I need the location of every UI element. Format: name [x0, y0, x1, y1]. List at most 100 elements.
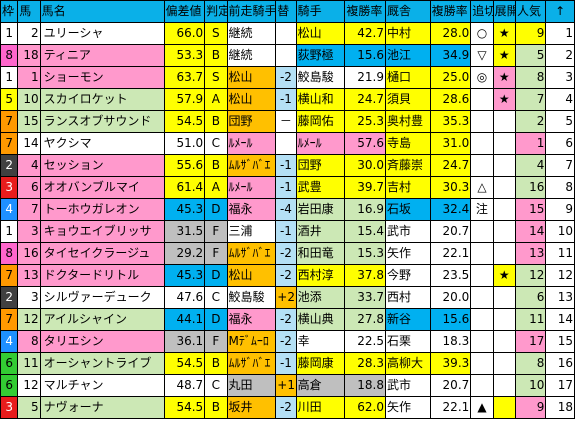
trainer-cell: 石坂	[384, 198, 431, 221]
trainer-cell: 池江	[384, 44, 431, 67]
prev-jockey-cell: ﾑﾙｻﾞﾊﾞｴ	[226, 352, 277, 375]
table-row[interactable]: 4 7 トーホウガレオン 45.3 D 福永 -4 岩田康 16.9 石坂 32.4 注 15 9	[0, 198, 575, 221]
grade-cell: F	[204, 242, 228, 265]
table-row[interactable]: 6 12 マルチャン 48.7 C 丸田 +1 高倉 18.8 武市 20.7 10 17	[0, 374, 575, 397]
table-row[interactable]: 3 6 オオバンブルマイ 61.4 A ﾙﾒｰﾙ -1 武豊 39.7 吉村 30.3 △ 16 8	[0, 176, 575, 199]
umaban-cell: 14	[17, 132, 41, 155]
header-prev-jockey[interactable]: 前走騎手	[226, 0, 277, 23]
prev-jockey-cell: 松山	[226, 66, 277, 89]
rank-cell: 4	[545, 88, 575, 111]
table-row[interactable]: 8 16 タイセイクラージュ 29.2 F ﾑﾙｻﾞﾊﾞｴ -2 和田竜 15.3 矢作 22.1 1…	[0, 242, 575, 265]
trainer-rate-cell: 15.6	[429, 308, 472, 331]
umaban-cell: 8	[17, 330, 41, 353]
umaban-cell: 1	[17, 66, 41, 89]
tenkai-cell	[492, 330, 516, 353]
table-row[interactable]: 4 8 タリエシン 36.1 F Mﾃﾞﾑｰﾛ -2 幸 22.5 石栗 18.3 17 15	[0, 330, 575, 353]
deviation-cell: 66.0	[163, 22, 206, 45]
waku-cell: 3	[0, 396, 19, 419]
table-row[interactable]: 1 3 キョウエイブリッサ 31.5 F 三浦 -1 酒井 15.4 武市 20.7 14 10	[0, 220, 575, 243]
table-row[interactable]: 7 13 ドクタードリトル 45.3 D 松山 -2 西村淳 37.8 今野 23.5 ★ 12 12	[0, 264, 575, 287]
horse-name-cell: ティニア	[39, 44, 165, 67]
ninki-cell: 7	[514, 88, 547, 111]
table-row[interactable]: 7 14 ヤクシマ 51.0 C ﾙﾒｰﾙ ﾙﾒｰﾙ 57.6 寺島 31.0 1 6	[0, 132, 575, 155]
change-cell	[275, 22, 297, 45]
deviation-cell: 57.9	[163, 88, 206, 111]
table-row[interactable]: 7 15 ランスオブサウンド 54.5 B 団野－藤岡佑 25.3 奥村豊 35.3 2 5	[0, 110, 575, 133]
table-row[interactable]: 1 1 ショーモン 63.7 S 松山 -2 鮫島駿 21.9 樋口 25.0 ◎ ★ 8 3	[0, 66, 575, 89]
ninki-cell: 13	[514, 242, 547, 265]
header-waku[interactable]: 枠	[0, 0, 19, 23]
table-row[interactable]: 1 2 ユリーシャ 66.0 S 継続 松山 42.7 中村 28.0 ○ ★ 9 1	[0, 22, 575, 45]
prev-jockey-cell: 団野	[226, 110, 277, 133]
jockey-rate-cell: 24.7	[344, 88, 386, 111]
jockey-cell: 団野	[295, 154, 346, 177]
waku-cell: 1	[0, 66, 19, 89]
waku-cell: 1	[0, 22, 19, 45]
header-umaban[interactable]: 馬	[17, 0, 41, 23]
change-cell: -1	[275, 352, 297, 375]
change-cell: +2	[275, 286, 297, 309]
jockey-cell: 藤岡佑	[295, 110, 346, 133]
change-cell: -1	[275, 154, 297, 177]
header-sort-up-icon[interactable]: ↑	[545, 0, 575, 23]
trainer-cell: 矢作	[384, 242, 431, 265]
umaban-cell: 15	[17, 110, 41, 133]
table-row[interactable]: 8 18 ティニア 53.3 B 継続 荻野極 15.6 池江 34.9 ▽ ★ 5 2	[0, 44, 575, 67]
rank-cell: 7	[545, 154, 575, 177]
header-grade[interactable]: 判定	[204, 0, 228, 23]
header-tenkai[interactable]: 展開	[492, 0, 516, 23]
change-cell: -2	[275, 308, 297, 331]
umaban-cell: 3	[17, 286, 41, 309]
jockey-cell: 荻野極	[295, 44, 346, 67]
oikiri-cell	[470, 110, 494, 133]
jockey-rate-cell: 62.0	[344, 396, 386, 419]
jockey-cell: 横山和	[295, 88, 346, 111]
prev-jockey-cell: 松山	[226, 264, 277, 287]
ninki-cell: 5	[514, 44, 547, 67]
ninki-cell: 11	[514, 308, 547, 331]
change-cell	[275, 132, 297, 155]
header-trainer[interactable]: 厩舎	[384, 0, 431, 23]
prev-jockey-cell: 鮫島駿	[226, 286, 277, 309]
tenkai-cell: ★	[492, 88, 516, 111]
deviation-cell: 36.1	[163, 330, 206, 353]
umaban-cell: 2	[17, 22, 41, 45]
header-trainer-rate[interactable]: 複勝率	[429, 0, 472, 23]
table-row[interactable]: 3 5 ナヴォーナ 54.5 B 坂井 -2 川田 62.0 矢作 22.1 ▲ 9 18	[0, 396, 575, 419]
trainer-cell: 樋口	[384, 66, 431, 89]
header-deviation[interactable]: 偏差値	[163, 0, 206, 23]
trainer-rate-cell: 23.5	[429, 264, 472, 287]
waku-cell: 8	[0, 44, 19, 67]
deviation-cell: 48.7	[163, 374, 206, 397]
waku-cell: 4	[0, 330, 19, 353]
horse-name-cell: ヤクシマ	[39, 132, 165, 155]
umaban-cell: 11	[17, 352, 41, 375]
jockey-rate-cell: 42.7	[344, 22, 386, 45]
table-row[interactable]: 5 10 スカイロケット 57.9 A 松山 -1 横山和 24.7 須貝 28.6 ★ 7 4	[0, 88, 575, 111]
oikiri-cell: 注	[470, 198, 494, 221]
table-row[interactable]: 2 4 セッション 55.6 B ﾑﾙｻﾞﾊﾞｴ -1 団野 30.0 斉藤崇 24.7 4 7	[0, 154, 575, 177]
tenkai-cell	[492, 308, 516, 331]
table-row[interactable]: 7 12 アイルシャイン 44.1 D 福永 -2 横山典 27.8 新谷 15.6 11 14	[0, 308, 575, 331]
deviation-cell: 47.6	[163, 286, 206, 309]
table-row[interactable]: 6 11 オーシャントライブ 54.5 B ﾑﾙｻﾞﾊﾞｴ -1 藤岡康 28.3 高柳大 39.3…	[0, 352, 575, 375]
header-jockey-rate[interactable]: 複勝率	[344, 0, 386, 23]
grade-cell: S	[204, 22, 228, 45]
tenkai-cell	[492, 242, 516, 265]
prev-jockey-cell: ﾑﾙｻﾞﾊﾞｴ	[226, 242, 277, 265]
tenkai-cell	[492, 374, 516, 397]
horse-name-cell: ドクタードリトル	[39, 264, 165, 287]
header-oikiri[interactable]: 追切	[470, 0, 494, 23]
trainer-cell: 寺島	[384, 132, 431, 155]
umaban-cell: 3	[17, 220, 41, 243]
tenkai-cell: ★	[492, 66, 516, 89]
grade-cell: S	[204, 66, 228, 89]
header-ninki[interactable]: 人気	[514, 0, 547, 23]
header-jockey[interactable]: 騎手	[295, 0, 346, 23]
oikiri-cell	[470, 132, 494, 155]
table-row[interactable]: 2 3 シルヴァーデューク 47.6 C 鮫島駿 +2 池添 33.7 西村 20.0 6 13	[0, 286, 575, 309]
header-horse-name[interactable]: 馬名	[39, 0, 165, 23]
header-change[interactable]: 替	[275, 0, 297, 23]
change-cell: -2	[275, 330, 297, 353]
waku-cell: 8	[0, 242, 19, 265]
